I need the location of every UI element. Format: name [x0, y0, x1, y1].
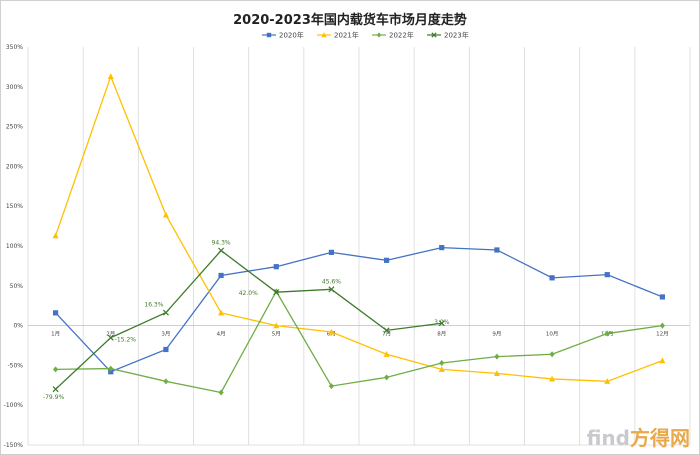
- series-line-2022年: [55, 290, 663, 394]
- data-point-2023年: [107, 334, 114, 341]
- data-point-2020年: [163, 346, 169, 353]
- data-point-2022年: [659, 322, 666, 329]
- data-point-2021年: [218, 309, 225, 316]
- data-label: -79.9%: [43, 394, 65, 401]
- x-tick-label: 10月: [546, 331, 559, 338]
- data-point-2022年: [52, 366, 59, 373]
- x-tick-label: 1月: [51, 331, 60, 338]
- data-point-2021年: [604, 378, 611, 384]
- chart-title: 2020-2023年国内载货车市场月度走势: [233, 12, 467, 28]
- data-point-2021年: [438, 366, 445, 372]
- data-point-2020年: [383, 257, 390, 263]
- data-point-2020年: [659, 294, 666, 300]
- legend-label-2021年: 2021年: [334, 31, 359, 40]
- data-point-2021年: [383, 351, 390, 357]
- legend-marker-2022年: [376, 32, 382, 38]
- y-tick-label: 150%: [6, 203, 23, 210]
- data-label: 45.6%: [322, 278, 341, 285]
- data-point-2020年: [218, 272, 224, 279]
- data-point-2021年: [273, 322, 280, 329]
- data-label: -15.2%: [115, 337, 137, 344]
- series-line-2020年: [55, 246, 663, 373]
- data-point-2023年: [328, 286, 335, 293]
- watermark-latin: find: [586, 426, 630, 450]
- data-point-2022年: [604, 330, 610, 337]
- watermark-cjk: 方得网: [630, 426, 690, 450]
- y-tick-label: -50%: [7, 362, 23, 369]
- data-label: 42.0%: [239, 290, 258, 297]
- data-point-2021年: [493, 370, 500, 376]
- y-tick-label: 300%: [6, 84, 23, 91]
- data-point-2023年: [52, 386, 59, 393]
- series-line-2023年: [55, 249, 442, 390]
- x-tick-label: 4月: [217, 331, 226, 338]
- legend-marker-2023年: [431, 32, 437, 38]
- data-point-2023年: [162, 309, 169, 316]
- x-tick-label: 5月: [272, 331, 281, 338]
- x-tick-label: 7月: [382, 331, 391, 338]
- data-point-2022年: [549, 351, 555, 358]
- data-label: 3.0%: [434, 319, 450, 326]
- data-point-2022年: [383, 374, 390, 381]
- y-tick-label: 250%: [6, 124, 23, 131]
- y-tick-label: -150%: [4, 442, 24, 449]
- data-point-2020年: [108, 369, 114, 375]
- x-tick-label: 2月: [106, 331, 115, 338]
- data-label: 94.3%: [212, 240, 231, 247]
- data-point-2022年: [328, 383, 335, 390]
- data-point-2021年: [107, 73, 114, 80]
- data-point-2020年: [273, 264, 279, 270]
- series-line-2021年: [54, 74, 663, 382]
- data-point-2021年: [52, 232, 59, 239]
- y-tick-label: -100%: [4, 402, 24, 409]
- data-point-2022年: [108, 365, 114, 372]
- data-point-2021年: [659, 357, 666, 364]
- y-tick-label: 350%: [6, 44, 23, 51]
- y-tick-label: 0%: [13, 323, 23, 330]
- legend-marker-2020年: [266, 32, 272, 38]
- legend-label-2022年: 2022年: [389, 31, 414, 40]
- y-tick-label: 100%: [6, 243, 23, 250]
- data-point-2022年: [218, 389, 224, 396]
- x-tick-label: 12月: [656, 331, 669, 338]
- data-point-2020年: [52, 310, 59, 316]
- data-point-2023年: [218, 247, 225, 254]
- y-tick-label: 200%: [6, 163, 23, 170]
- data-point-2022年: [439, 360, 445, 367]
- data-point-2023年: [438, 320, 445, 327]
- data-point-2023年: [273, 289, 280, 296]
- watermark-logo: find方得网: [587, 422, 690, 451]
- legend-label-2020年: 2020年: [279, 31, 304, 40]
- data-point-2020年: [328, 249, 335, 255]
- legend-marker-2021年: [321, 32, 327, 38]
- y-tick-label: 50%: [10, 283, 24, 290]
- x-tick-label: 3月: [161, 331, 170, 338]
- x-tick-label: 9月: [492, 331, 501, 338]
- x-tick-label: 8月: [437, 331, 446, 338]
- data-point-2021年: [162, 211, 169, 218]
- data-point-2022年: [494, 353, 500, 360]
- data-point-2020年: [549, 275, 555, 281]
- data-point-2020年: [494, 247, 500, 253]
- legend-label-2023年: 2023年: [444, 31, 469, 40]
- data-label: 16.3%: [144, 302, 163, 309]
- data-point-2022年: [163, 378, 169, 385]
- data-point-2021年: [328, 328, 335, 335]
- data-point-2021年: [549, 375, 556, 382]
- data-point-2020年: [604, 272, 610, 278]
- data-point-2020年: [439, 244, 445, 251]
- data-point-2023年: [383, 327, 390, 334]
